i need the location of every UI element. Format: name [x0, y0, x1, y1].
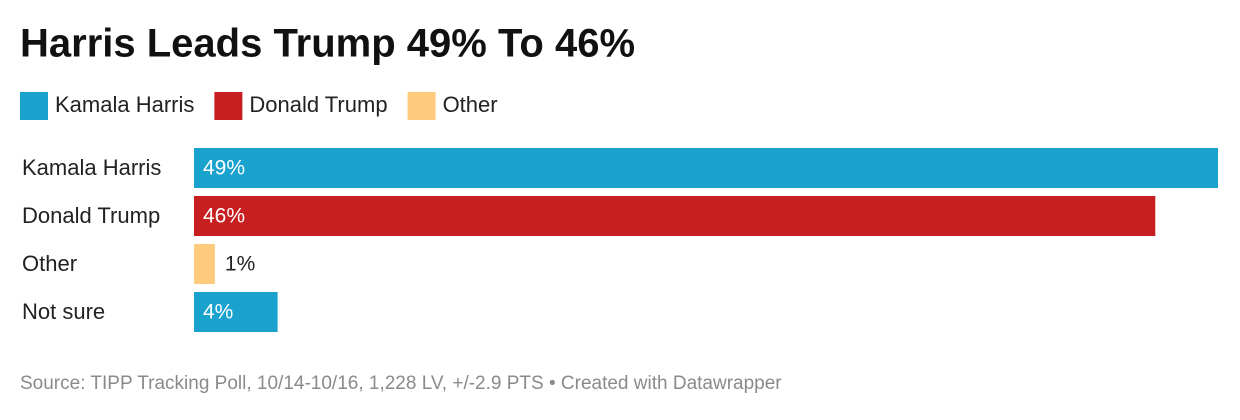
value-label: 4% — [203, 301, 233, 324]
category-label: Not sure — [22, 299, 105, 324]
bar — [194, 292, 278, 332]
category-label: Other — [22, 251, 77, 276]
chart-title: Harris Leads Trump 49% To 46% — [20, 22, 635, 66]
bar — [194, 148, 1218, 188]
value-label: 46% — [203, 205, 245, 228]
bar — [194, 244, 215, 284]
legend: Kamala Harris Donald Trump Other — [20, 92, 498, 120]
legend-swatch — [214, 92, 243, 120]
legend-label: Donald Trump — [249, 92, 387, 117]
value-label: 49% — [203, 157, 245, 180]
category-label: Donald Trump — [22, 203, 160, 228]
legend-label: Kamala Harris — [55, 92, 194, 117]
source-note: Source: TIPP Tracking Poll, 10/14-10/16,… — [20, 373, 782, 394]
legend-label: Other — [443, 92, 498, 117]
legend-swatch — [20, 92, 48, 120]
value-label: 1% — [225, 253, 255, 276]
legend-swatch — [407, 92, 436, 120]
bar — [194, 196, 1156, 236]
category-label: Kamala Harris — [22, 155, 161, 180]
